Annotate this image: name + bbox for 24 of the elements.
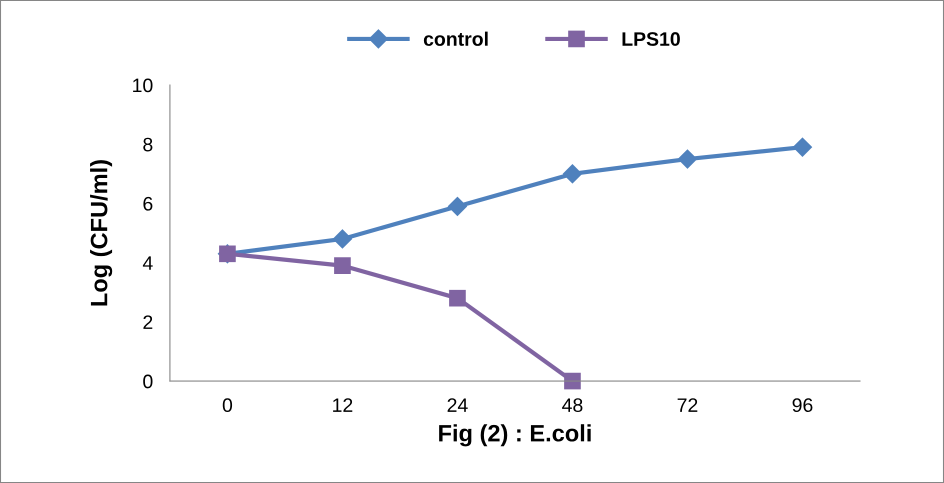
x-tick-label: 96 — [792, 398, 812, 412]
x-tick-label: 48 — [562, 398, 582, 412]
x-tick-label: 24 — [448, 398, 468, 412]
x-axis-title: Fig (2) : E.coli — [439, 424, 591, 446]
y-tick-label: 6 — [143, 196, 152, 211]
x-tick-label: 0 — [222, 398, 232, 412]
legend-label: LPS10 — [622, 32, 680, 46]
point — [678, 149, 697, 169]
point — [332, 229, 352, 249]
point — [792, 138, 812, 157]
y-axis-title: Log (CFU/ml) — [90, 160, 112, 306]
y-tick-label: 8 — [143, 138, 152, 152]
point — [449, 290, 466, 307]
point — [564, 372, 581, 390]
x-tick-label: 72 — [678, 398, 698, 412]
y-tick-label: 4 — [142, 256, 153, 270]
legend-label: control — [424, 32, 488, 46]
y-tick-label: 2 — [143, 315, 152, 329]
y-tick-label: 0 — [143, 374, 152, 388]
point — [334, 257, 351, 274]
point — [448, 196, 467, 216]
y-tick-label: 10 — [133, 78, 152, 92]
point — [562, 164, 582, 184]
x-tick-label: 12 — [333, 398, 352, 412]
